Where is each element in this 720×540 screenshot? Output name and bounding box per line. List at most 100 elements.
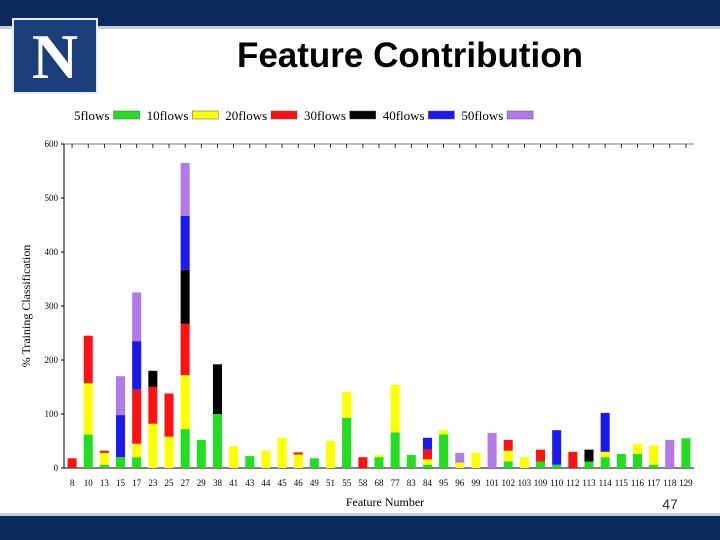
bar-segment-5flows [212,414,222,468]
bar-segment-10flows [632,444,642,454]
bar-segment-30flows [180,269,190,324]
x-tick-label: 96 [455,478,465,488]
bar-segment-5flows [439,434,449,468]
bar-segment-10flows [439,430,449,435]
chart-axes [63,143,694,469]
bar-segment-30flows [148,370,158,387]
bottom-footer-bar [0,516,720,540]
x-tick-label: 10 [84,478,94,488]
x-tick-label: 58 [358,478,368,488]
legend-label: 5flows [74,108,109,123]
bar-segment-20flows [180,323,190,376]
bar-segment-20flows [422,449,432,460]
bar-segment-5flows [180,429,190,468]
x-tick-label: 44 [261,478,271,488]
x-tick-label: 13 [100,478,110,488]
chart-bars [67,162,691,468]
x-tick-label: 117 [647,478,661,488]
stacked-bar-chart: 5flows 10flows 20flows 30flows 40flows 50flow… [19,108,694,509]
bar-segment-5flows [536,461,546,468]
bar-segment-10flows [148,423,158,468]
bar-segment-10flows [422,459,432,465]
bar-segment-10flows [180,375,190,430]
bar-segment-5flows [390,432,400,468]
bar-segment-10flows [649,445,659,465]
bar-segment-20flows [132,389,142,444]
x-axis-title: Feature Number [346,495,424,509]
bar-segment-5flows [503,461,513,468]
bar-segment-5flows [632,453,642,468]
bar-segment-5flows [309,458,319,468]
bar-segment-10flows [455,462,465,468]
bar-segment-5flows [342,417,352,468]
legend-swatch [428,110,455,120]
x-tick-label: 25 [165,478,175,488]
top-header-bar [0,0,720,26]
bar-segment-5flows [406,455,416,468]
bar-segment-5flows [552,464,562,468]
x-tick-label: 116 [631,478,645,488]
bar-segment-20flows [358,457,368,468]
legend-swatch [506,110,534,120]
bar-segment-5flows [196,439,206,468]
x-tick-label: 112 [566,478,579,488]
bar-segment-40flows [552,430,562,465]
logo-letter: N [32,21,78,92]
page-number: 47 [662,496,678,512]
bar-segment-5flows [649,464,659,468]
bar-segment-5flows [116,457,126,468]
x-tick-label: 83 [407,478,417,488]
x-tick-label: 55 [342,478,352,488]
x-tick-label: 115 [615,478,629,488]
y-tick-labels: 0 100 200 300 400 500 600 [45,139,64,473]
x-tick-label: 41 [229,478,238,488]
bar-segment-10flows [342,391,352,418]
footer-divider [0,513,720,516]
bar-segment-5flows [600,457,610,468]
x-tick-label: 129 [679,478,693,488]
bar-segment-40flows [116,415,126,458]
legend-swatch [270,110,298,120]
x-tick-label: 45 [278,478,288,488]
bar-segment-50flows [665,439,675,468]
header-divider [0,26,720,29]
bar-segment-10flows [374,455,384,458]
bar-segment-20flows [164,393,174,437]
slide-title: Feature Contribution [236,36,584,75]
legend-label: 20flows [225,108,267,123]
bar-segment-10flows [83,383,93,435]
legend-label: 10flows [147,108,189,123]
bar-segment-10flows [471,452,481,468]
bar-segment-20flows [293,452,303,455]
bar-segment-5flows [584,461,594,468]
bar-segment-40flows [600,412,610,452]
x-tick-label: 101 [485,478,499,488]
x-tick-label: 113 [582,478,596,488]
bar-segment-50flows [487,432,497,468]
bar-segment-10flows [293,454,303,468]
bar-segment-10flows [600,451,610,458]
bar-segment-40flows [180,215,190,270]
bar-segment-30flows [212,364,222,414]
bar-segment-10flows [229,446,239,468]
x-tick-label: 84 [423,478,433,488]
legend-label: 40flows [383,108,425,123]
x-tick-label: 99 [471,478,481,488]
x-tick-label: 114 [599,478,613,488]
university-logo: N [12,18,98,94]
legend-swatch [113,110,140,120]
bar-segment-10flows [261,450,271,468]
y-tick-label: 400 [45,247,59,257]
y-tick-label: 300 [45,301,59,311]
bar-segment-5flows [422,464,432,468]
bar-segment-20flows [67,458,77,468]
bar-segment-5flows [83,434,93,468]
bar-segment-10flows [99,452,109,465]
y-tick-label: 100 [45,409,59,419]
bar-segment-10flows [277,437,287,468]
x-tick-label: 38 [213,478,223,488]
x-tick-label: 8 [70,478,75,488]
bar-segment-50flows [116,376,126,416]
x-tick-label: 68 [375,478,385,488]
y-tick-label: 500 [45,193,59,203]
